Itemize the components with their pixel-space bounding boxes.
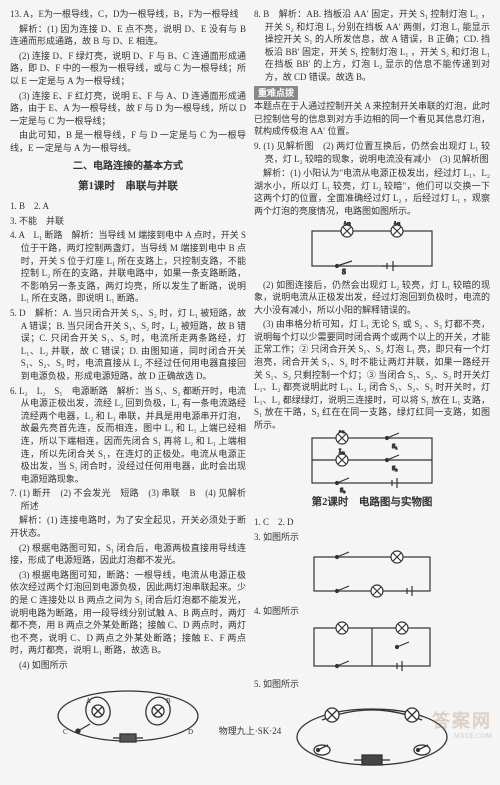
answer-7-c: (3) 根据电路图可知，断路：一根导线，电流从电源正极依次经过两个灯泡回到电源负… — [10, 569, 246, 657]
item-13: 13. A，E为一根导线，C，D为一根导线，B，F为一根导线 — [10, 8, 246, 21]
watermark: 答案网 — [432, 709, 492, 734]
circuit-diagram-9-3: L₁ S₁ L₂ S₂ S₃ — [254, 435, 490, 490]
svg-text:L₂: L₂ — [339, 449, 345, 455]
item-8: 8. B 解析：AB. 挡板沿 AA′ 固定，开关 S₁ 控制灯泡 L₁ ，开关… — [254, 8, 490, 84]
circuit-diagram-9-1: L₂ L₁ S — [254, 221, 490, 276]
item-13-a: 解析：(1) 因为连接 D、E 点不亮，说明 D、E 没有与 B 连通而形成通路… — [10, 23, 246, 48]
answer-b1: 1. C 2. D — [254, 516, 490, 529]
answer-1: 1. B 2. A — [10, 200, 246, 213]
answer-6: 6. L₂ L₂ S₁ 电源断路 解析：当 S₁、S₂ 都断开时，电流从电源正极… — [10, 385, 246, 486]
svg-text:S₁: S₁ — [392, 444, 397, 450]
box-label: 重难点拨 — [254, 86, 298, 101]
answer-b3: 3. 如图所示 — [254, 531, 490, 544]
lesson-2-title: 第2课时 电路图与实物图 — [254, 496, 490, 511]
answer-7-analysis: 解析：(1) 连接电路时，为了安全起见，开关必须处于断开状态。 — [10, 514, 246, 539]
answer-5: 5. D 解析：A. 当只闭合开关 S₁、S₂ 时，灯 L₁ 被短路，故 A 错… — [10, 307, 246, 383]
circuit-diagram-b4 — [254, 620, 490, 675]
svg-text:L₁: L₁ — [394, 221, 401, 226]
answer-7: 7. (1) 断开 (2) 不会发光 短路 (3) 串联 B (4) 见解析所述 — [10, 487, 246, 512]
svg-text:L₁: L₁ — [339, 430, 345, 434]
right-column: 8. B 解析：AB. 挡板沿 AA′ 固定，开关 S₁ 控制灯泡 L₁ ，开关… — [254, 8, 490, 777]
key-point-text: 本题点在于人通过控制开关 A 来控制开关串联的灯泡，此时已控制信号的信息到对方手… — [254, 100, 490, 138]
item-13-b: (2) 连接 D、F 绿灯亮，说明 D、F 与 B、C 连通面形成通路，即 D、… — [10, 50, 246, 88]
svg-text:S₂: S₂ — [392, 466, 397, 472]
circuit-diagram-b3 — [254, 547, 490, 602]
answer-7-b: (2) 根据电路图可知，S₁ 闭合后，电源两极直接用导线连接，形成了电源短路，因… — [10, 542, 246, 567]
svg-text:A: A — [86, 697, 91, 705]
lesson-1-title: 第1课时 串联与并联 — [10, 180, 246, 195]
circuit-diagram-7: A B C D — [10, 675, 246, 755]
item-9-a: 解析：(1) 小阳认为"电流从电源正极发出，经过灯 L₁、L₂ 湖水小，所以灯 … — [254, 167, 490, 217]
item-13-c: (3) 连接 E、F 红灯亮，说明 E、F 与 A、D 连通面形成通路，由于 E… — [10, 90, 246, 128]
item-13-d: 由此可知，B 是一根导线，F 与 D 一定是与 C 为一根导线，E 一定是与 A… — [10, 129, 246, 154]
left-column: 13. A，E为一根导线，C，D为一根导线，B，F为一根导线 解析：(1) 因为… — [10, 8, 246, 777]
section-2-title: 二、电路连接的基本方式 — [10, 160, 246, 174]
answer-4: 4. A L₁ 断路 解析：当导线 M 端接到电中 A 点时，开关 S 位于干路… — [10, 229, 246, 305]
svg-text:B: B — [166, 697, 171, 705]
answer-7-d: (4) 如图所示 — [10, 659, 246, 672]
item-9: 9. (1) 见解析图 (2) 两灯位置互换后，仍然会出现灯 L₁ 较亮，灯 L… — [254, 140, 490, 165]
svg-text:S₃: S₃ — [340, 488, 345, 494]
key-point-box: 重难点拨 — [254, 86, 490, 101]
answer-b4: 4. 如图所示 — [254, 605, 490, 618]
svg-text:S: S — [342, 268, 346, 276]
watermark-url: MXUE.COM — [454, 732, 492, 742]
svg-text:L₂: L₂ — [344, 221, 351, 226]
item-9-b: (2) 如图连接后，仍然会出现灯 L₂ 较亮，灯 L₁ 较暗的现象，说明电流从正… — [254, 279, 490, 317]
page-footer: 物理九上·SK·24 — [0, 725, 500, 738]
page-container: 13. A，E为一根导线，C，D为一根导线，B，F为一根导线 解析：(1) 因为… — [0, 0, 500, 785]
item-9-c: (3) 由串格分析可知，灯 L₁ 无论 S₁ 或 S₂ 、S₃ 灯都不亮，说明每… — [254, 318, 490, 431]
answer-3: 3. 不能 并联 — [10, 215, 246, 228]
answer-b5: 5. 如图所示 — [254, 678, 490, 691]
